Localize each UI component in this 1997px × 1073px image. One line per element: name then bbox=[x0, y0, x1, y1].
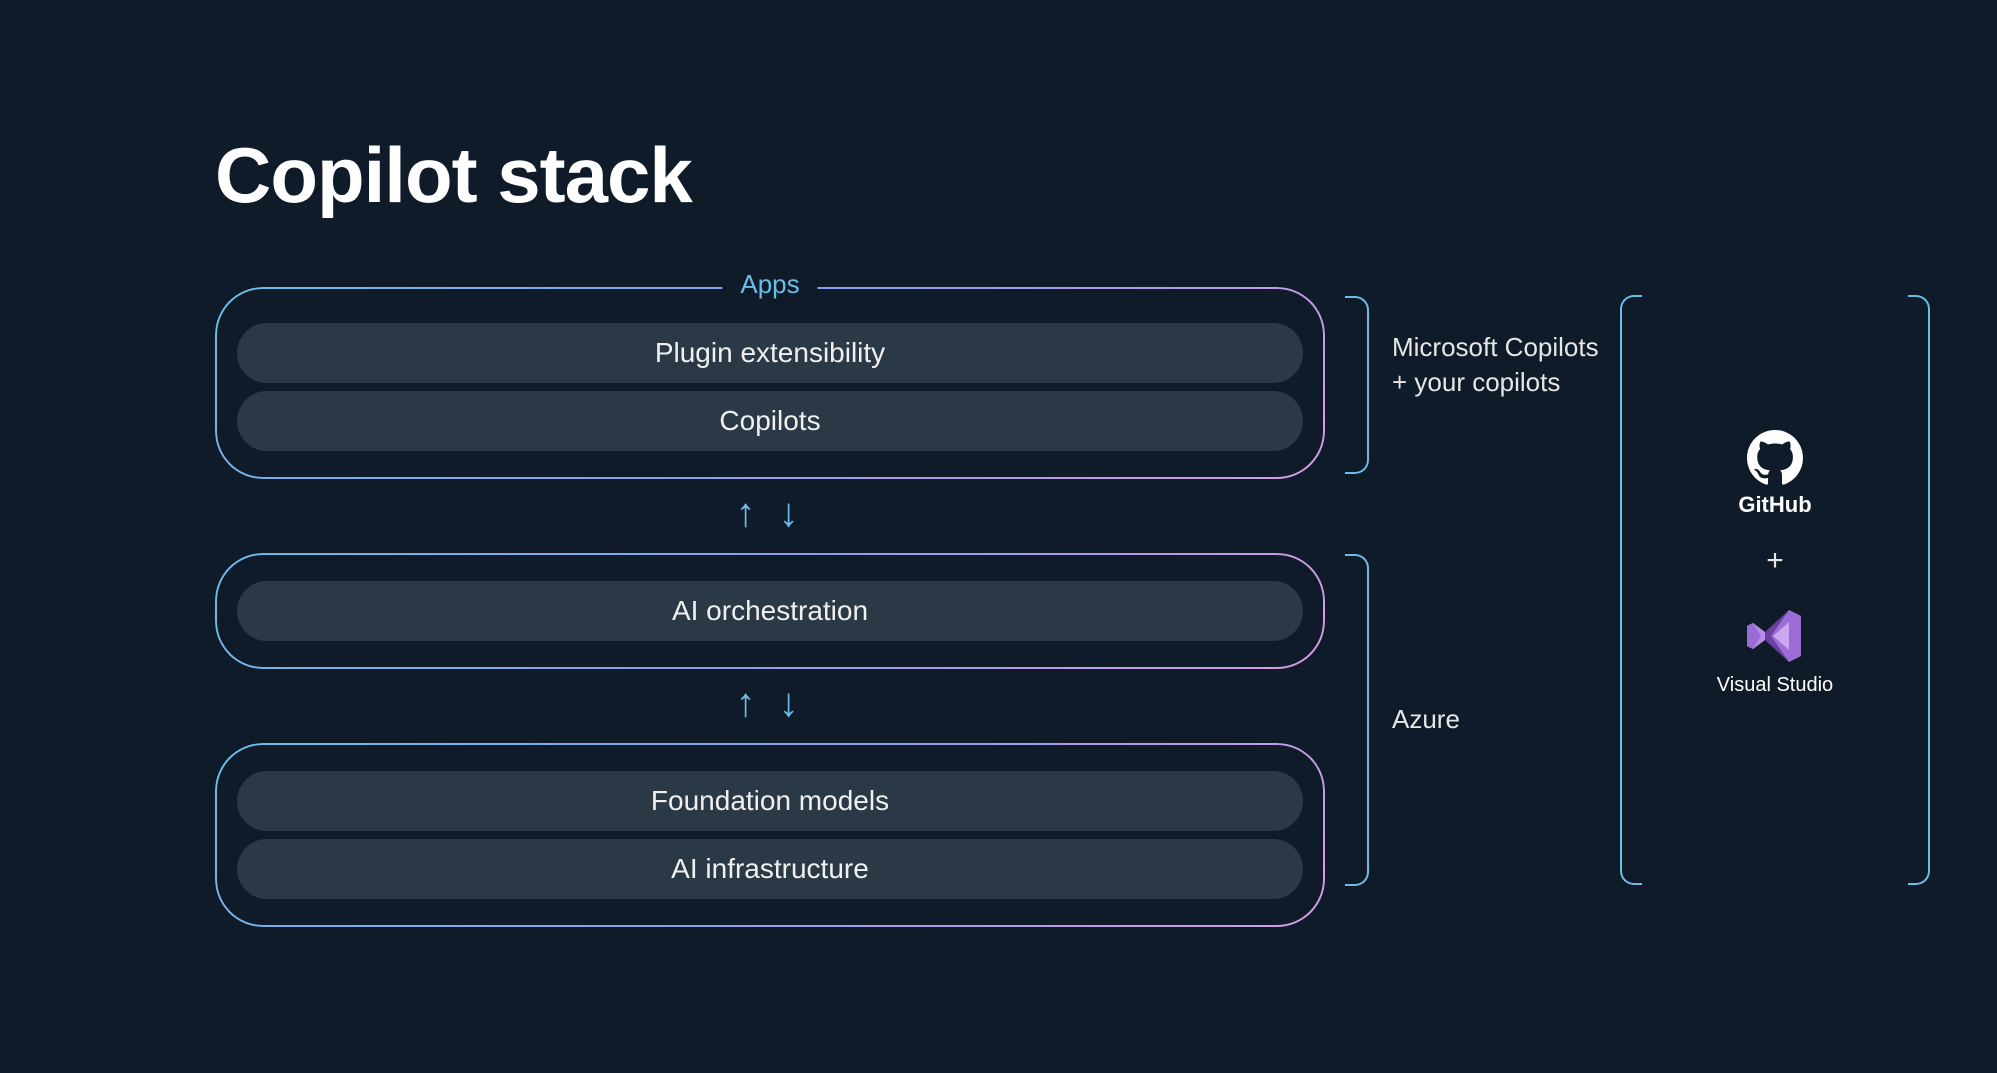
tool-github: GitHub bbox=[1738, 430, 1811, 518]
bracket-label-azure: Azure bbox=[1392, 702, 1460, 737]
stack-column: Apps Plugin extensibility Copilots ↑ ↓ A… bbox=[215, 287, 1325, 927]
pill-ai-orchestration: AI orchestration bbox=[237, 581, 1303, 641]
bracket-text-line2: + your copilots bbox=[1392, 367, 1560, 397]
bracket-label-copilots: Microsoft Copilots + your copilots bbox=[1392, 330, 1599, 400]
bracket-text-line1: Microsoft Copilots bbox=[1392, 332, 1599, 362]
pill-foundation-models: Foundation models bbox=[237, 771, 1303, 831]
visual-studio-label: Visual Studio bbox=[1717, 674, 1833, 697]
github-icon bbox=[1747, 430, 1803, 486]
pill-ai-infrastructure: AI infrastructure bbox=[237, 839, 1303, 899]
plus-icon: + bbox=[1766, 544, 1784, 578]
tools-column: GitHub + Visual Studio bbox=[1650, 430, 1900, 697]
bracket-azure bbox=[1345, 554, 1369, 886]
bracket-copilots bbox=[1345, 296, 1369, 474]
github-label: GitHub bbox=[1738, 492, 1811, 518]
layer-header-apps: Apps bbox=[722, 269, 817, 300]
pill-copilots: Copilots bbox=[237, 391, 1303, 451]
pill-plugin-extensibility: Plugin extensibility bbox=[237, 323, 1303, 383]
arrows-icon: ↑ ↓ bbox=[215, 669, 1325, 743]
tools-bracket-right bbox=[1908, 295, 1930, 885]
arrows-icon: ↑ ↓ bbox=[215, 479, 1325, 553]
page-title: Copilot stack bbox=[215, 130, 692, 221]
visual-studio-icon bbox=[1743, 604, 1807, 668]
layer-apps: Apps Plugin extensibility Copilots bbox=[215, 287, 1325, 479]
layer-orchestration: AI orchestration bbox=[215, 553, 1325, 669]
tool-visual-studio: Visual Studio bbox=[1717, 604, 1833, 697]
tools-bracket-left bbox=[1620, 295, 1642, 885]
layer-foundation: Foundation models AI infrastructure bbox=[215, 743, 1325, 927]
